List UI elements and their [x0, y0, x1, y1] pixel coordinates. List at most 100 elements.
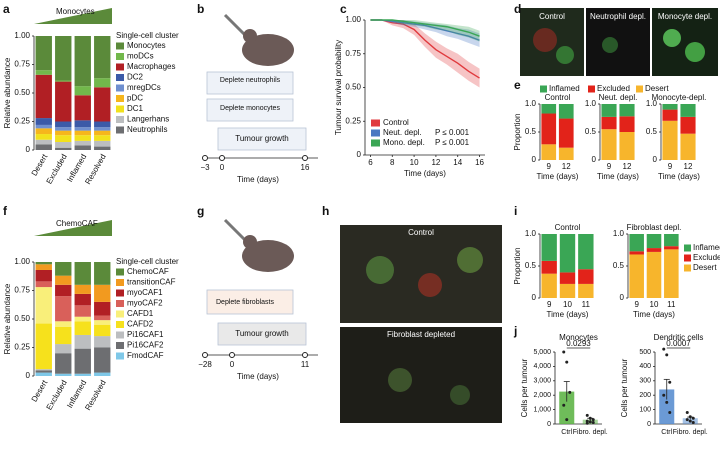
y-tick-label: 0.5 [646, 127, 658, 136]
bar-segment [94, 87, 111, 122]
bar-segment [680, 104, 696, 117]
legend-swatch [540, 85, 547, 93]
data-point [565, 360, 569, 364]
legend-swatch [371, 129, 380, 137]
image-label: Monocyte depl. [658, 12, 712, 21]
panel-title: Neut. depl. [599, 93, 638, 102]
bar-segment [558, 104, 574, 119]
legend-swatch [684, 264, 691, 272]
y-tick-label: 1,000 [533, 406, 551, 413]
p-value: P ≤ 0.001 [435, 138, 470, 147]
bar-segment [35, 144, 52, 150]
data-point [668, 410, 672, 414]
panel-letter: f [3, 204, 8, 218]
micrograph [340, 327, 502, 423]
bar-segment [601, 129, 617, 160]
image-label: Control [539, 12, 565, 21]
bar-segment [74, 316, 91, 322]
y-axis-title: Relative abundance [3, 283, 12, 354]
x-tick-label: Desert [30, 378, 50, 404]
bar-segment [74, 145, 91, 150]
bar-segment [541, 144, 557, 160]
legend-swatch [116, 300, 124, 307]
bar-segment [74, 321, 91, 335]
y-tick-label: 0.75 [14, 286, 30, 295]
bar-segment [629, 234, 644, 252]
panel-letter: g [197, 204, 204, 218]
legend-title: Single-cell cluster [116, 257, 179, 266]
step-label: Tumour growth [235, 329, 289, 338]
bar-segment [35, 287, 52, 324]
bar-segment [35, 269, 52, 282]
cell-blob [602, 37, 618, 53]
chart-title: ChemoCAF [56, 219, 98, 228]
cell-blob [663, 29, 681, 47]
timeline-label: −3 [200, 163, 210, 172]
panel-letter: h [322, 204, 329, 218]
gradient-header [34, 8, 112, 24]
legend-label: myoCAF2 [127, 299, 163, 308]
bar-segment [35, 370, 52, 373]
legend-swatch [371, 139, 380, 147]
x-tick-label: 11 [582, 300, 591, 309]
y-tick-label: 0.75 [14, 60, 30, 69]
legend-label: myoCAF1 [127, 288, 163, 297]
bar [559, 391, 575, 424]
survival-line [370, 19, 480, 41]
x-tick-label: 9 [668, 162, 673, 171]
bar-segment [55, 81, 72, 122]
bar-segment [55, 127, 72, 131]
bar-segment [55, 80, 72, 82]
cell-blob [533, 28, 557, 52]
y-axis-title: Tumour survival probability [334, 40, 343, 135]
bar-segment [74, 130, 91, 136]
x-tick-label: 12 [562, 162, 571, 171]
data-point [662, 347, 666, 351]
y-axis-title: Cells per tumour [620, 358, 629, 417]
bar-segment [35, 118, 52, 125]
y-tick-label: 2,000 [533, 392, 551, 399]
data-point [591, 418, 595, 422]
x-tick-label: 9 [607, 162, 612, 171]
bar-segment [629, 254, 644, 298]
bar-segment [558, 147, 574, 160]
data-point [688, 415, 692, 419]
y-tick-label: 1.0 [585, 99, 597, 108]
bar-segment [35, 372, 52, 376]
legend-swatch [684, 244, 691, 252]
step-box [206, 71, 294, 95]
y-tick-label: 500 [639, 349, 651, 356]
bar-segment [94, 127, 111, 131]
bar-segment [74, 284, 91, 294]
bar-segment [55, 353, 72, 374]
y-tick-label: 1.0 [525, 99, 537, 108]
bar-segment [35, 369, 52, 371]
legend-swatch [116, 310, 124, 318]
y-tick-label: 0 [647, 421, 651, 428]
legend-swatch [684, 254, 691, 262]
bar-segment [541, 234, 557, 261]
legend-label: Desert [693, 263, 717, 272]
bar-segment [541, 113, 557, 145]
bar-segment [74, 135, 91, 141]
y-tick-label: 0.25 [345, 116, 361, 125]
bar-segment [74, 86, 91, 96]
x-axis-title: Time (days) [633, 310, 675, 319]
bar-segment [74, 373, 91, 376]
y-axis-title: Proportion [513, 248, 522, 285]
y-tick-label: 0 [547, 421, 551, 428]
bar-segment [55, 326, 72, 345]
cell-blob [556, 46, 574, 64]
bar [659, 389, 675, 424]
bar-segment [619, 116, 635, 132]
data-point [665, 400, 669, 404]
x-tick-label: 12 [623, 162, 632, 171]
y-tick-label: 0.5 [525, 127, 537, 136]
legend-swatch [116, 352, 124, 360]
bar-segment [680, 133, 696, 160]
cell-blob [457, 247, 483, 273]
y-tick-label: 0 [26, 145, 31, 154]
x-tick-label: Ctrl [661, 429, 672, 436]
legend-label: Inflamed [549, 84, 580, 93]
micrograph [652, 8, 718, 76]
